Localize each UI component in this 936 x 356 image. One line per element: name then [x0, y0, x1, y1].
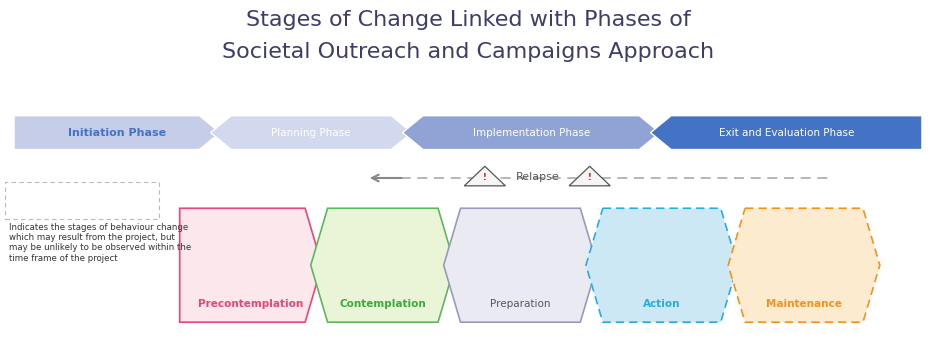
- Text: Planning Phase: Planning Phase: [271, 127, 351, 138]
- Polygon shape: [211, 116, 412, 150]
- Text: Preparation: Preparation: [490, 299, 550, 309]
- Text: Relapse: Relapse: [516, 172, 559, 182]
- Text: Precontemplation: Precontemplation: [198, 299, 303, 309]
- Text: !: !: [588, 173, 592, 182]
- Polygon shape: [444, 208, 597, 322]
- Text: Initiation Phase: Initiation Phase: [68, 127, 166, 138]
- Text: Action: Action: [643, 299, 680, 309]
- Text: !: !: [483, 173, 487, 182]
- Text: Contemplation: Contemplation: [340, 299, 426, 309]
- Polygon shape: [180, 208, 322, 322]
- Text: Exit and Evaluation Phase: Exit and Evaluation Phase: [719, 127, 854, 138]
- Polygon shape: [311, 208, 455, 322]
- Polygon shape: [464, 166, 505, 186]
- Text: Indicates the stages of behaviour change
which may result from the project, but
: Indicates the stages of behaviour change…: [9, 222, 192, 263]
- Polygon shape: [586, 208, 738, 322]
- Text: Stages of Change Linked with Phases of: Stages of Change Linked with Phases of: [245, 10, 691, 30]
- Text: Societal Outreach and Campaigns Approach: Societal Outreach and Campaigns Approach: [222, 42, 714, 62]
- Polygon shape: [402, 116, 660, 150]
- Polygon shape: [728, 208, 880, 322]
- Polygon shape: [651, 116, 922, 150]
- Text: Implementation Phase: Implementation Phase: [473, 127, 590, 138]
- Polygon shape: [14, 116, 220, 150]
- Text: Maintenance: Maintenance: [766, 299, 842, 309]
- Polygon shape: [569, 166, 610, 186]
